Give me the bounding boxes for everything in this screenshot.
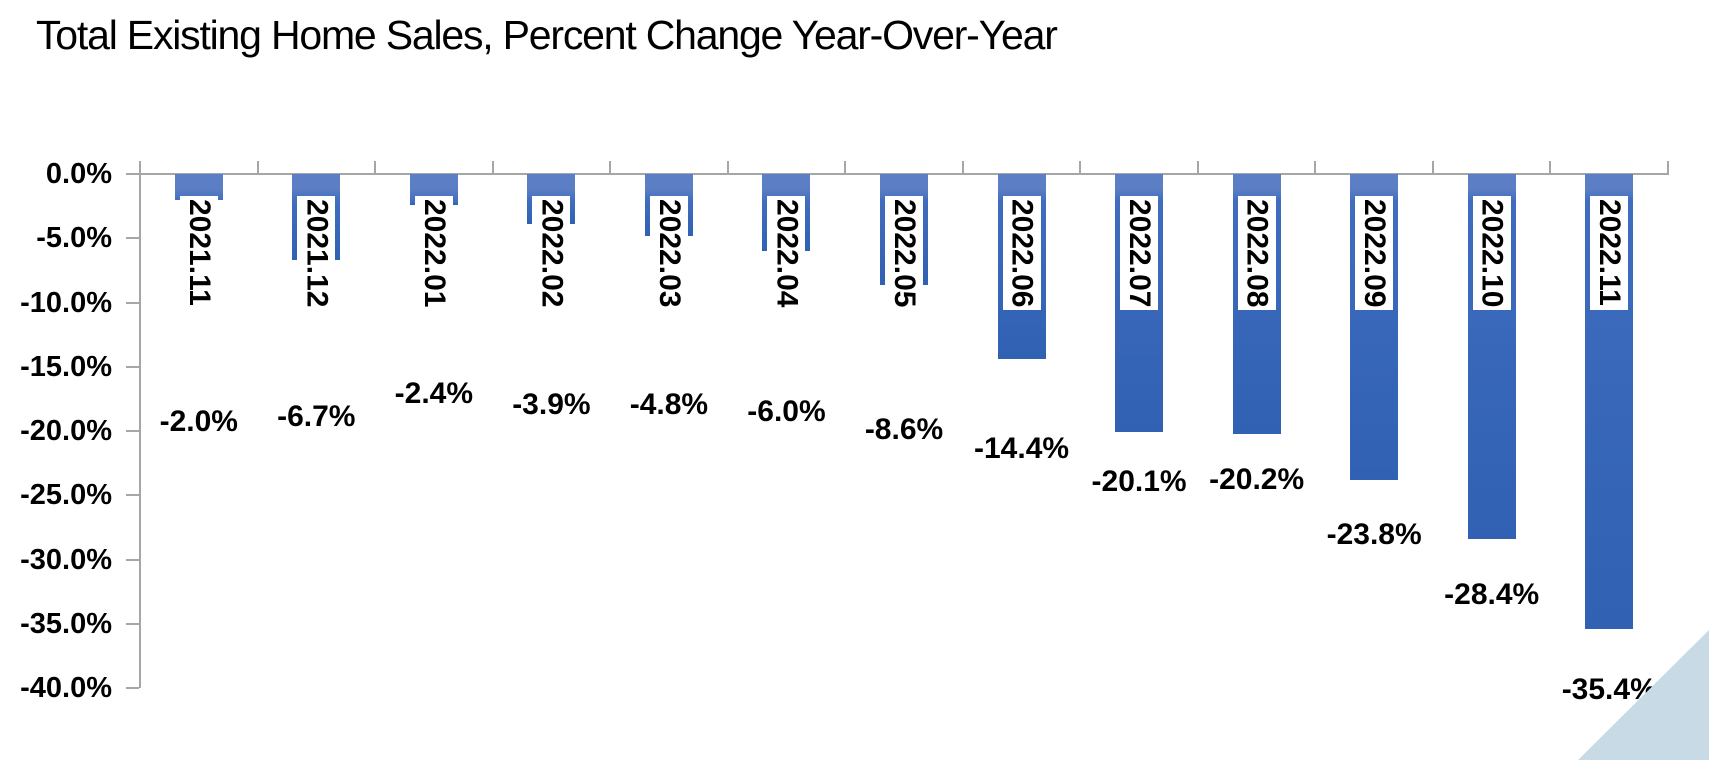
category-label-box: 2022.06 xyxy=(1002,196,1041,310)
data-label: -28.4% xyxy=(1444,578,1540,611)
y-axis-tick xyxy=(126,558,139,561)
y-axis-line xyxy=(139,174,141,688)
data-label: -6.0% xyxy=(747,395,826,428)
y-axis-label: -15.0% xyxy=(20,350,112,383)
x-axis-tick xyxy=(139,161,141,174)
category-label-box: 2022.11 xyxy=(1590,196,1629,310)
category-label-box: 2022.02 xyxy=(532,196,571,310)
category-label-box: 2022.01 xyxy=(414,196,453,310)
category-label: 2021.12 xyxy=(300,199,334,308)
data-label: -6.7% xyxy=(277,400,356,433)
data-label: -2.0% xyxy=(159,405,238,438)
x-axis-tick xyxy=(1431,161,1434,174)
x-axis-tick xyxy=(961,161,964,174)
x-axis-tick xyxy=(726,161,729,174)
x-axis-tick xyxy=(609,161,612,174)
y-axis-label: 0.0% xyxy=(45,158,112,190)
category-label-box: 2022.03 xyxy=(649,196,688,310)
y-axis-label: -10.0% xyxy=(20,286,112,319)
x-axis-tick xyxy=(1079,161,1082,174)
category-label: 2022.07 xyxy=(1123,199,1157,308)
chart-title: Total Existing Home Sales, Percent Chang… xyxy=(36,12,1058,58)
category-label-box: 2022.08 xyxy=(1237,196,1276,310)
y-axis-label: -30.0% xyxy=(20,543,112,576)
y-axis-tick xyxy=(126,237,139,240)
category-label: 2022.03 xyxy=(652,199,686,308)
y-axis-label: -25.0% xyxy=(20,479,112,512)
data-label: -20.2% xyxy=(1209,463,1305,496)
y-axis-label: -35.0% xyxy=(20,607,112,640)
y-axis-tick xyxy=(126,301,139,304)
category-label: 2022.05 xyxy=(888,199,921,308)
data-label: -8.6% xyxy=(864,413,944,446)
data-label: -20.1% xyxy=(1091,465,1187,498)
data-label: -4.8% xyxy=(629,388,709,421)
x-axis-tick xyxy=(256,161,259,174)
category-label: 2022.10 xyxy=(1475,199,1509,308)
category-label: 2022.04 xyxy=(770,199,804,308)
y-axis-tick xyxy=(126,173,139,175)
y-axis-tick xyxy=(126,365,139,368)
x-axis-tick xyxy=(1196,161,1199,174)
bar xyxy=(174,174,223,200)
category-label-box: 2021.11 xyxy=(179,196,218,310)
x-axis-tick xyxy=(491,161,494,174)
category-label: 2022.06 xyxy=(1005,199,1039,308)
y-axis-tick xyxy=(126,687,139,689)
data-label: -23.8% xyxy=(1326,518,1422,551)
category-label: 2022.09 xyxy=(1358,199,1392,308)
x-axis-tick xyxy=(1314,161,1317,174)
data-label: -14.4% xyxy=(974,432,1070,465)
y-axis-tick xyxy=(126,430,139,432)
data-label: -3.9% xyxy=(512,388,591,421)
category-label: 2022.01 xyxy=(417,199,451,308)
y-axis-label: -5.0% xyxy=(36,222,112,255)
category-label-box: 2022.05 xyxy=(885,196,923,310)
x-axis-tick xyxy=(844,161,847,174)
category-label-box: 2022.07 xyxy=(1120,196,1159,310)
category-label: 2022.11 xyxy=(1593,199,1627,306)
category-label: 2022.02 xyxy=(535,199,569,308)
category-label-box: 2022.09 xyxy=(1355,196,1394,310)
category-label-box: 2022.10 xyxy=(1472,196,1511,310)
data-label: -2.4% xyxy=(394,377,474,410)
y-axis-tick xyxy=(126,494,139,497)
y-axis-label: -40.0% xyxy=(20,672,112,704)
x-axis-tick xyxy=(1667,161,1669,174)
category-label: 2022.08 xyxy=(1240,199,1274,308)
category-label: 2021.11 xyxy=(182,199,216,306)
x-axis-tick xyxy=(1549,161,1552,174)
category-label-box: 2022.04 xyxy=(767,196,806,310)
y-axis-tick xyxy=(126,622,139,625)
y-axis-label: -20.0% xyxy=(20,415,112,447)
x-axis-tick xyxy=(374,161,377,174)
category-label-box: 2021.12 xyxy=(297,196,336,310)
